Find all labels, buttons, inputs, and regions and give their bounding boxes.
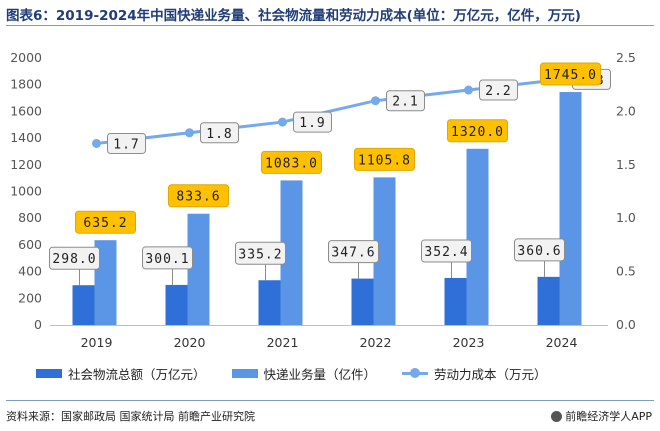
point-labor <box>464 85 473 95</box>
y-left-tick-label: 600 <box>18 237 42 252</box>
data-label-logistics: 335.2 <box>238 247 282 262</box>
x-tick-label: 2022 <box>360 335 392 350</box>
legend-label-labor: 劳动力成本（万元） <box>434 366 547 382</box>
x-tick-label: 2021 <box>267 335 299 350</box>
legend-swatch-express <box>231 368 258 378</box>
bar-express <box>187 213 210 325</box>
data-label-box-logistics <box>421 239 472 263</box>
footer-divider <box>6 400 654 401</box>
bar-express <box>466 148 489 325</box>
data-label-logistics: 298.0 <box>52 252 96 267</box>
y-left-tick-label: 2000 <box>10 50 42 65</box>
data-label-express: 635.2 <box>83 216 127 231</box>
data-label-box-express <box>540 62 601 86</box>
legend-item-express: 快递业务量（亿件） <box>231 364 377 383</box>
data-label-logistics: 352.4 <box>424 245 468 260</box>
data-label-labor: 2.2 <box>485 84 511 99</box>
data-label-box-logistics <box>49 246 100 270</box>
x-tick-label: 2023 <box>453 335 485 350</box>
y-left-tick-label: 1000 <box>10 184 42 199</box>
x-tick-label: 2020 <box>174 335 206 350</box>
data-label-box-express <box>75 210 136 234</box>
legend-item-logistics: 社会物流总额（万亿元） <box>36 364 206 383</box>
source-note: 资料来源：国家邮政局 国家统计局 前瞻产业研究院 <box>6 410 255 423</box>
point-labor <box>185 128 194 138</box>
data-label-logistics: 360.6 <box>517 244 561 259</box>
legend-swatch-labor <box>402 368 429 378</box>
y-left-tick-label: 1800 <box>10 77 42 92</box>
data-label-box-express <box>261 150 322 174</box>
data-label-box-express <box>447 119 508 143</box>
legend-item-labor: 劳动力成本（万元） <box>402 364 547 383</box>
brand-credit: 前瞻经济学人APP <box>551 408 652 424</box>
data-label-box-logistics <box>514 238 565 262</box>
data-label-express: 1745.0 <box>544 68 597 83</box>
y-left-tick-label: 1400 <box>10 130 42 145</box>
y-left-tick-label: 200 <box>18 290 42 305</box>
data-label-logistics: 347.6 <box>331 246 375 261</box>
bar-logistics <box>165 284 188 325</box>
data-label-express: 1320.0 <box>451 125 504 140</box>
y-right-tick-label: 1.5 <box>616 157 636 172</box>
title-divider <box>6 25 654 26</box>
x-tick-label: 2024 <box>546 335 578 350</box>
data-label-box-labor <box>479 79 518 101</box>
data-label-express: 833.6 <box>176 190 220 205</box>
x-tick-label: 2019 <box>81 335 113 350</box>
data-label-box-logistics <box>328 240 379 264</box>
point-labor <box>278 117 287 127</box>
y-left-tick-label: 800 <box>18 210 42 225</box>
data-label-logistics: 300.1 <box>145 252 189 267</box>
bar-logistics <box>258 280 281 325</box>
y-left-tick-label: 1200 <box>10 157 42 172</box>
point-labor <box>92 138 101 148</box>
data-label-box-express <box>354 147 415 171</box>
data-label-box-labor <box>200 122 239 144</box>
bar-logistics <box>72 285 95 325</box>
bar-express <box>373 177 396 325</box>
data-label-labor: 2.1 <box>392 95 418 110</box>
data-label-labor: 1.9 <box>299 116 325 131</box>
bar-logistics <box>444 277 467 325</box>
legend-swatch-logistics <box>36 368 62 378</box>
legend: 社会物流总额（万亿元） 快递业务量（亿件） 劳动力成本（万元） <box>36 364 636 382</box>
data-label-express: 1083.0 <box>265 156 318 171</box>
bar-express <box>280 180 303 325</box>
data-label-box-labor <box>107 132 146 154</box>
data-label-box-express <box>168 184 229 208</box>
y-right-tick-label: 2.0 <box>616 103 636 118</box>
data-label-box-labor <box>386 90 425 112</box>
data-label-box-logistics <box>235 241 286 265</box>
data-label-box-labor <box>293 111 332 133</box>
y-left-tick-label: 0 <box>34 317 42 332</box>
y-right-tick-label: 1.0 <box>616 210 636 225</box>
legend-label-logistics: 社会物流总额（万亿元） <box>68 366 206 382</box>
y-left-tick-label: 400 <box>18 264 42 279</box>
data-label-express: 1105.8 <box>358 153 411 168</box>
data-label-labor: 1.8 <box>206 127 232 142</box>
y-left-tick-label: 1600 <box>10 103 42 118</box>
legend-label-express: 快递业务量（亿件） <box>263 366 377 382</box>
y-right-tick-label: 0.5 <box>616 264 636 279</box>
chart-title: 图表6：2019-2024年中国快递业务量、社会物流量和劳动力成本(单位：万亿元… <box>6 8 581 24</box>
data-label-labor: 1.7 <box>113 137 139 152</box>
data-label-box-logistics <box>142 246 193 270</box>
brand-label: 前瞻经济学人APP <box>565 410 652 423</box>
y-right-tick-label: 0.0 <box>616 317 636 332</box>
y-right-tick-label: 2.5 <box>616 50 636 65</box>
brand-logo-icon <box>551 410 563 422</box>
bar-express <box>559 92 582 325</box>
bar-logistics <box>351 278 374 325</box>
point-labor <box>371 96 380 106</box>
bar-logistics <box>537 276 560 325</box>
